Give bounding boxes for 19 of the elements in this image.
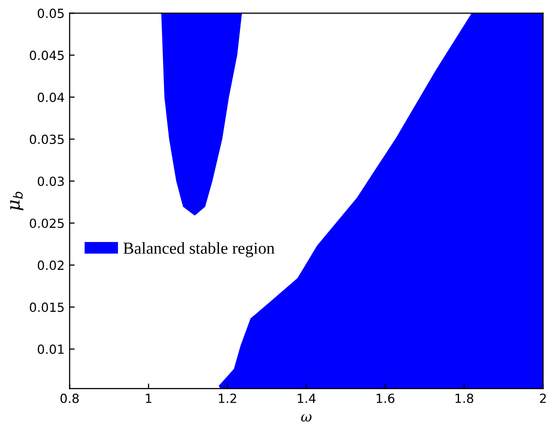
x-tick-label: 1.2 bbox=[218, 394, 236, 403]
y-tick-label: 0.04 bbox=[38, 92, 64, 102]
x-axis-title: ω bbox=[301, 414, 312, 422]
y-axis-title: μ$_{b}$ bbox=[10, 192, 24, 210]
y-tick-label: 0.015 bbox=[30, 302, 64, 312]
x-tick-label: 1 bbox=[146, 394, 152, 403]
x-tick-label: 1.4 bbox=[298, 394, 316, 403]
x-tick-label: 0.8 bbox=[60, 394, 79, 404]
y-tick-label: 0.025 bbox=[30, 218, 64, 228]
x-tick-label: 1.6 bbox=[376, 394, 394, 404]
legend-label: Balanced stable region bbox=[123, 242, 274, 258]
y-tick-label: 0.035 bbox=[30, 134, 64, 144]
y-tick-label: 0.045 bbox=[30, 50, 64, 60]
y-tick-label: 0.05 bbox=[38, 8, 64, 18]
y-tick-label: 0.03 bbox=[38, 176, 64, 186]
x-tick-label: 1.8 bbox=[456, 394, 474, 404]
x-tick-label: 2 bbox=[540, 394, 546, 403]
y-tick-label: 0.01 bbox=[38, 344, 64, 354]
y-tick-label: 0.02 bbox=[38, 260, 64, 270]
